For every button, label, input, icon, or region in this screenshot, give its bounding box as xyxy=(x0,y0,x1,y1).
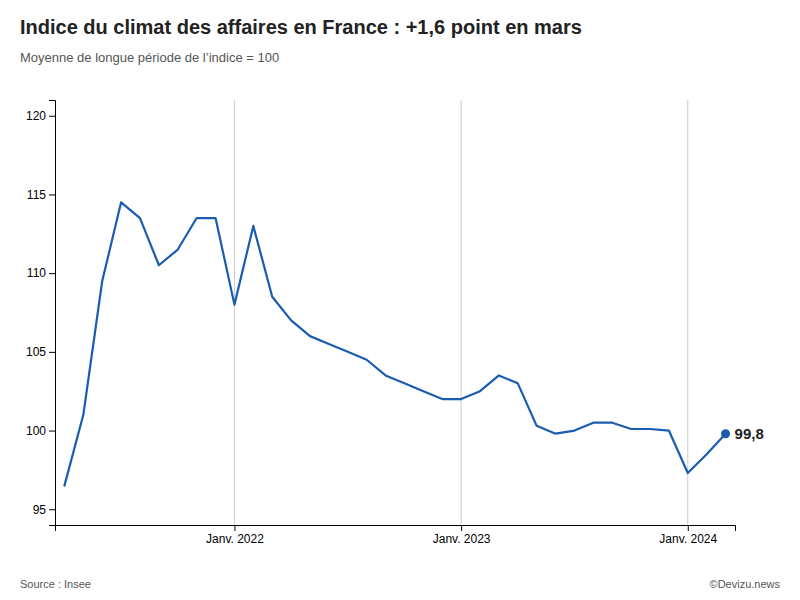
y-tick: 110 xyxy=(27,266,55,280)
y-tick-mark xyxy=(49,352,55,353)
y-axis: 95 100 105 110 115 120 xyxy=(26,101,56,526)
plot-area: 95100105110115120Janv. 2022Janv. 2023Jan… xyxy=(26,100,764,546)
y-tick-mark xyxy=(49,431,55,432)
x-tick: Janv. 2024 xyxy=(659,525,717,546)
y-tick-label: 110 xyxy=(27,266,46,280)
y-tick: 100 xyxy=(26,424,55,438)
y-tick-label: 115 xyxy=(27,188,46,202)
x-tick: Janv. 2022 xyxy=(206,525,264,546)
x-tick: Janv. 2023 xyxy=(433,525,491,546)
y-tick-label: 105 xyxy=(26,345,46,359)
y-tick: 120 xyxy=(26,109,55,123)
y-axis-line xyxy=(49,101,56,526)
grid xyxy=(234,100,687,525)
y-tick-label: 95 xyxy=(33,503,47,517)
title: Indice du climat des affaires en France … xyxy=(20,16,582,38)
y-tick-label: 100 xyxy=(26,424,46,438)
line xyxy=(64,202,725,485)
x-tick-mark xyxy=(234,525,235,531)
x-tick-label: Janv. 2022 xyxy=(206,532,264,546)
marks xyxy=(64,202,730,485)
source: Source : Insee xyxy=(20,578,91,590)
chart-svg: Indice du climat des affaires en France … xyxy=(0,0,800,600)
x-tick-mark xyxy=(461,525,462,531)
x-grid-line xyxy=(234,100,235,525)
x-tick-mark xyxy=(688,525,689,531)
chart-container: Indice du climat des affaires en France … xyxy=(0,0,800,600)
y-tick: 105 xyxy=(26,345,55,359)
x-axis: Janv. 2022 Janv. 2023 Janv. 2024 xyxy=(56,525,736,546)
point xyxy=(721,429,730,438)
x-tick-label: Janv. 2023 xyxy=(433,532,491,546)
x-grid-line xyxy=(461,100,462,525)
data-label: 99,8 xyxy=(735,425,764,442)
y-tick-mark xyxy=(49,509,55,510)
x-grid-line xyxy=(687,100,688,525)
data-labels: 99,8 xyxy=(735,425,764,442)
y-tick-mark xyxy=(49,273,55,274)
credit: ©Devizu.news xyxy=(710,578,781,590)
x-axis-line xyxy=(56,526,736,532)
y-tick-mark xyxy=(49,116,55,117)
subtitle: Moyenne de longue période de l’indice = … xyxy=(20,50,279,65)
y-tick: 115 xyxy=(27,188,55,202)
y-tick-label: 120 xyxy=(26,109,46,123)
y-tick: 95 xyxy=(33,503,55,517)
x-tick-label: Janv. 2024 xyxy=(659,532,717,546)
y-tick-mark xyxy=(49,194,55,195)
